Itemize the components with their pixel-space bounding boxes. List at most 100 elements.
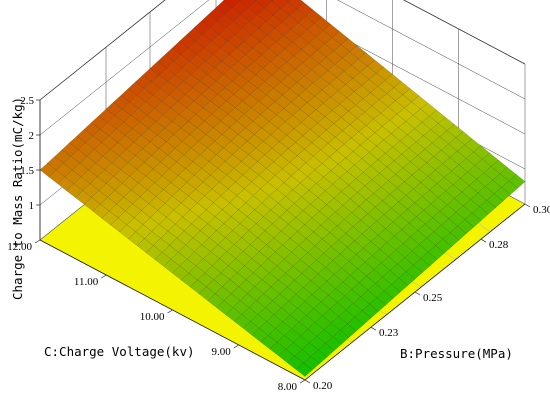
response-surface [39, 0, 526, 377]
surface-cell [97, 169, 114, 184]
surface-cell [223, 216, 241, 231]
surface-cell [420, 251, 438, 267]
surface-cell [113, 169, 130, 184]
surface-cell [217, 87, 235, 102]
surface-cell [249, 87, 267, 102]
surface-cell [120, 88, 138, 103]
surface-cell [413, 258, 430, 273]
surface-cell [180, 120, 198, 135]
surface-cell [232, 223, 250, 238]
surface-cell [303, 356, 320, 371]
surface-cell [207, 140, 224, 155]
surface-cell [164, 196, 182, 211]
surface-cell [222, 202, 239, 217]
surface-cell [220, 114, 238, 128]
x-tick-label: 0.25 [423, 292, 443, 304]
surface-cell [354, 310, 372, 325]
y-tick-label: 9.00 [212, 346, 232, 358]
z-tick-label: 1 [29, 200, 35, 212]
surface-cell [70, 149, 88, 164]
surface-cell [138, 175, 155, 191]
surface-cell [164, 121, 182, 136]
surface-cell [331, 316, 348, 331]
y-tick-label: 10.00 [140, 311, 165, 323]
surface-cell [100, 197, 117, 212]
x-tick-mark [414, 291, 421, 296]
surface-cell [116, 121, 133, 136]
surface-cell [69, 135, 86, 150]
surface-cell [195, 107, 213, 122]
surface-cell [217, 161, 235, 176]
surface-cell [253, 0, 258, 2]
surface-cell [332, 330, 350, 345]
surface-cell [167, 74, 185, 89]
y-tick-label: 11.00 [74, 276, 99, 288]
surface-cell [226, 244, 244, 259]
surface-cell [246, 61, 264, 75]
x-tick-label: 0.28 [489, 239, 509, 251]
surface-cell [287, 355, 304, 370]
surface-cell [48, 169, 66, 185]
surface-cell [170, 175, 188, 190]
surface-cell [234, 314, 251, 329]
surface-cell [91, 115, 108, 130]
z-tick-label: 2.5 [20, 95, 34, 107]
surface-cell [149, 134, 167, 149]
y-tick-label: 12.00 [7, 241, 32, 253]
axis-labels: 0.200.230.250.280.308.009.0010.0011.0012… [7, 95, 550, 393]
surface-cell [252, 114, 270, 129]
z-tick-label: 2 [29, 130, 35, 142]
surface-cell [405, 264, 423, 280]
surface-cell [63, 156, 80, 171]
y-tick-mark [101, 274, 107, 279]
surface-cell [295, 362, 313, 377]
surface-cell [225, 307, 242, 322]
surface-cell [190, 67, 208, 82]
surface-cell [101, 135, 119, 150]
x-tick-mark [524, 203, 531, 208]
y-tick-mark [167, 309, 173, 314]
z-gridline [39, 0, 526, 136]
surface-cell [182, 209, 200, 225]
surface-cell [251, 101, 268, 115]
surface-cell [146, 108, 164, 122]
surface-cell [339, 323, 357, 338]
surface-cell [89, 176, 107, 191]
surface-cell [286, 279, 304, 295]
surface-cell [114, 108, 132, 123]
x-tick-label: 0.20 [313, 380, 333, 392]
surface-cell [214, 60, 232, 75]
surface-cell [99, 122, 117, 137]
surface-cell [241, 307, 259, 322]
surface-cell [75, 190, 92, 205]
z-axis-title: Charge to Mass Ratio(mC/kg) [10, 97, 25, 300]
x-tick-mark [480, 238, 487, 243]
surface-cell [193, 94, 211, 108]
surface-cell [197, 195, 214, 210]
surface-cell [215, 74, 233, 88]
surface-cell [233, 237, 251, 252]
surface-cell [105, 176, 123, 191]
surface-cell [225, 230, 242, 245]
surface-cell [117, 210, 135, 226]
surface-cell [155, 189, 173, 204]
surface-cell [240, 81, 258, 95]
surface-cell [285, 265, 303, 281]
x-tick-label: 0.23 [379, 327, 399, 339]
surface-cell [269, 341, 287, 357]
surface-cell [283, 251, 301, 267]
surface-cell [285, 0, 291, 3]
surface-cell [107, 190, 125, 205]
y-tick-mark [233, 344, 239, 349]
surface-cell [239, 293, 257, 308]
surface-cell [245, 195, 263, 210]
surface-cell [269, 0, 274, 2]
surface-cell [105, 102, 123, 116]
x-tick-mark [370, 326, 377, 331]
surface-cell [219, 174, 236, 190]
surface-cell [238, 0, 241, 2]
surface-cell [163, 182, 180, 197]
surface-cell [83, 122, 101, 137]
surface-cell [76, 129, 94, 144]
surface-cell [143, 81, 161, 96]
